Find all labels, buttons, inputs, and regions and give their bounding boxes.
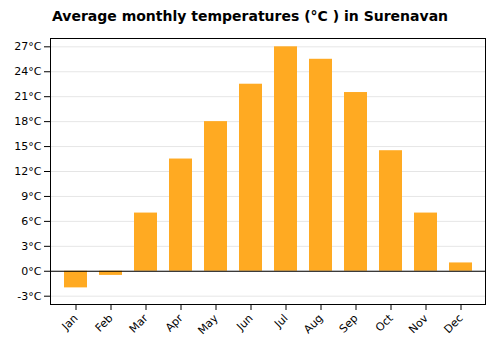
svg-text:Jun: Jun: [234, 312, 256, 334]
svg-text:-3°C: -3°C: [17, 290, 41, 303]
svg-text:Apr: Apr: [163, 311, 186, 334]
svg-text:0°C: 0°C: [21, 265, 41, 278]
svg-text:12°C: 12°C: [14, 165, 41, 178]
svg-text:Nov: Nov: [406, 311, 431, 336]
svg-text:Jan: Jan: [59, 312, 81, 334]
html-text:Average monthly temperatures (: Average monthly temperatures (°C ) in Su…: [51, 8, 448, 24]
svg-text:27°C: 27°C: [14, 40, 41, 53]
svg-text:24°C: 24°C: [14, 65, 41, 78]
svg-text:Feb: Feb: [93, 312, 116, 335]
svg-text:Oct: Oct: [373, 311, 396, 334]
svg-text:21°C: 21°C: [14, 90, 41, 103]
svg-text:15°C: 15°C: [14, 140, 41, 153]
svg-text:Sep: Sep: [337, 312, 361, 336]
svg-text:Dec: Dec: [441, 312, 465, 336]
svg-text:Mar: Mar: [127, 311, 151, 335]
svg-text:May: May: [195, 311, 221, 337]
svg-text:6°C: 6°C: [21, 215, 41, 228]
svg-text:Aug: Aug: [301, 312, 325, 336]
svg-text:9°C: 9°C: [21, 190, 41, 203]
svg-text:3°C: 3°C: [21, 240, 41, 253]
svg-text:Jul: Jul: [271, 312, 290, 331]
svg-text:18°C: 18°C: [14, 115, 41, 128]
